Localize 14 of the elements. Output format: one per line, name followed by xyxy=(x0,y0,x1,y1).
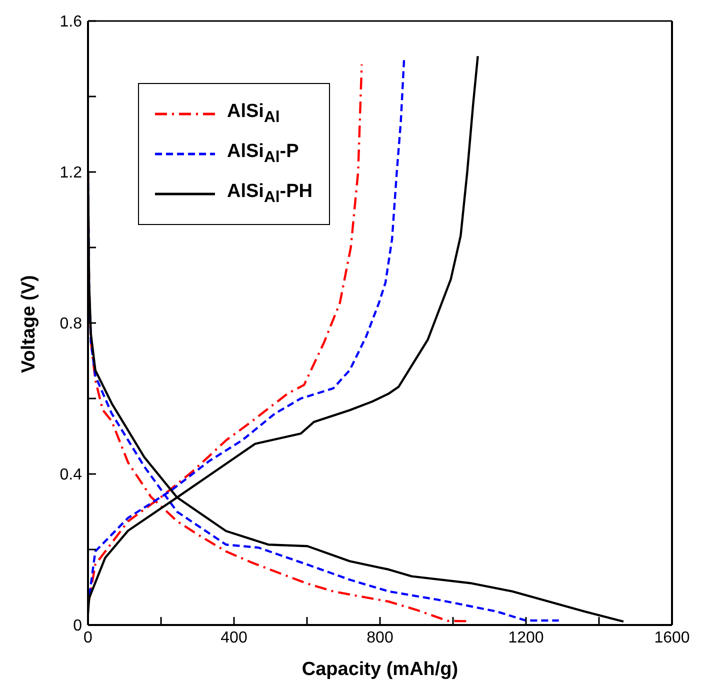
legend-label: AlSi$_{Al}$ xyxy=(227,101,280,127)
y-tick-label: 1.2 xyxy=(60,164,82,182)
y-tick-label: 1.6 xyxy=(60,14,82,31)
x-axis-title: Capacity (mAh/g) xyxy=(302,659,458,680)
y-axis-title: Voltage (V) xyxy=(18,275,40,373)
y-tick-label: 0.8 xyxy=(60,316,82,333)
x-tick-label: 1600 xyxy=(654,629,690,646)
legend-label: AlSi$_{Al}$-P xyxy=(227,141,299,167)
x-tick-label: 1200 xyxy=(508,629,544,646)
y-tick-label: 0.4 xyxy=(60,466,82,484)
x-tick-label: 800 xyxy=(366,629,394,646)
x-tick-label: 400 xyxy=(220,629,248,646)
y-tick-label: 0 xyxy=(73,618,82,635)
legend-label: AlSi$_{Al}$-PH xyxy=(227,181,313,207)
